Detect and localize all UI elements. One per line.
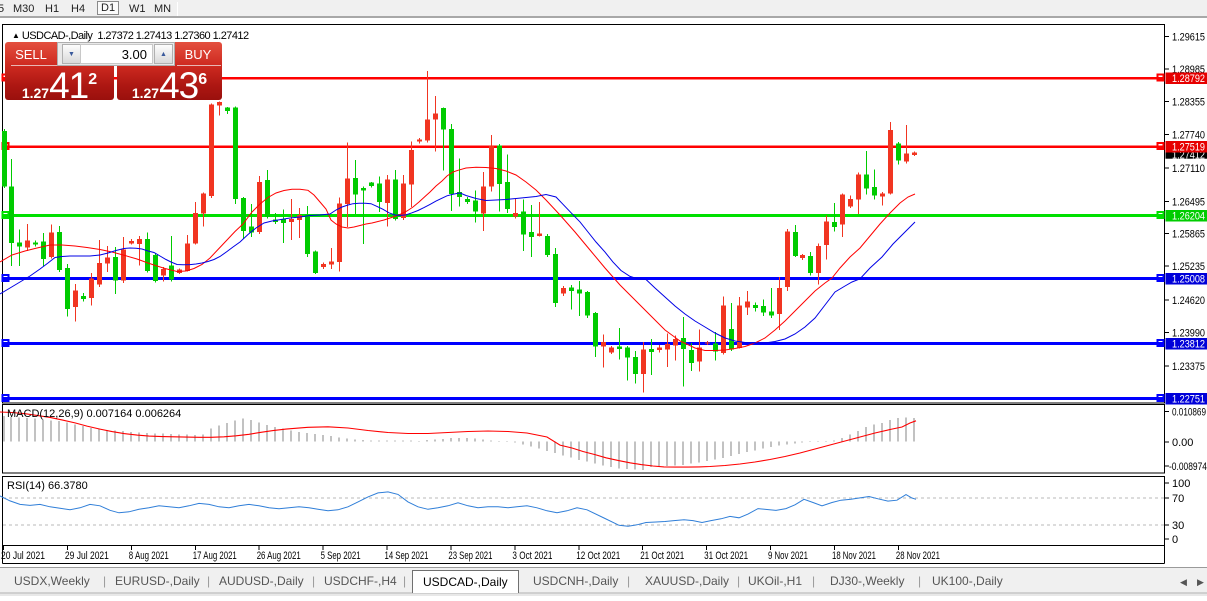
- svg-text:23 Sep 2021: 23 Sep 2021: [448, 550, 492, 562]
- svg-text:28 Nov 2021: 28 Nov 2021: [896, 550, 940, 562]
- svg-text:26 Aug 2021: 26 Aug 2021: [257, 550, 301, 562]
- svg-text:31 Oct 2021: 31 Oct 2021: [704, 550, 748, 562]
- svg-text:1.26204: 1.26204: [1172, 211, 1205, 223]
- svg-text:1.27110: 1.27110: [1172, 163, 1205, 175]
- svg-text:12 Oct 2021: 12 Oct 2021: [576, 550, 620, 562]
- svg-text:1.26495: 1.26495: [1172, 197, 1205, 209]
- svg-text:1.28355: 1.28355: [1172, 97, 1205, 109]
- svg-text:1.22751: 1.22751: [1172, 394, 1205, 406]
- svg-text:17 Aug 2021: 17 Aug 2021: [193, 550, 237, 562]
- svg-text:5 Sep 2021: 5 Sep 2021: [321, 550, 361, 562]
- svg-text:1.24620: 1.24620: [1172, 295, 1205, 307]
- svg-text:0: 0: [1172, 534, 1178, 546]
- svg-text:29 Jul 2021: 29 Jul 2021: [65, 550, 109, 562]
- svg-text:1.27519: 1.27519: [1172, 142, 1205, 154]
- svg-text:21 Oct 2021: 21 Oct 2021: [640, 550, 684, 562]
- svg-text:1.25008: 1.25008: [1172, 274, 1205, 286]
- svg-text:MACD(12,26,9) 0.007164 0.00626: MACD(12,26,9) 0.007164 0.006264: [7, 408, 181, 420]
- svg-text:RSI(14) 66.3780: RSI(14) 66.3780: [7, 480, 88, 492]
- svg-text:1.25865: 1.25865: [1172, 229, 1205, 241]
- svg-text:3 Oct 2021: 3 Oct 2021: [512, 550, 552, 562]
- svg-text:30: 30: [1172, 520, 1184, 532]
- svg-text:1.23812: 1.23812: [1172, 339, 1205, 351]
- svg-text:100: 100: [1172, 478, 1190, 490]
- svg-text:20 Jul 2021: 20 Jul 2021: [1, 550, 45, 562]
- svg-text:1.23375: 1.23375: [1172, 361, 1205, 373]
- svg-text:1.25235: 1.25235: [1172, 261, 1205, 273]
- svg-text:9 Nov 2021: 9 Nov 2021: [768, 550, 808, 562]
- svg-text:70: 70: [1172, 493, 1184, 505]
- svg-text:18 Nov 2021: 18 Nov 2021: [832, 550, 876, 562]
- svg-text:0.00: 0.00: [1172, 437, 1193, 449]
- svg-text:1.28792: 1.28792: [1172, 73, 1205, 85]
- svg-text:8 Aug 2021: 8 Aug 2021: [129, 550, 169, 562]
- svg-text:14 Sep 2021: 14 Sep 2021: [385, 550, 429, 562]
- svg-text:1.29615: 1.29615: [1172, 32, 1205, 44]
- svg-text:-0.008974: -0.008974: [1169, 461, 1207, 473]
- svg-text:0.010869: 0.010869: [1172, 406, 1206, 418]
- svg-text:1.27740: 1.27740: [1172, 130, 1205, 142]
